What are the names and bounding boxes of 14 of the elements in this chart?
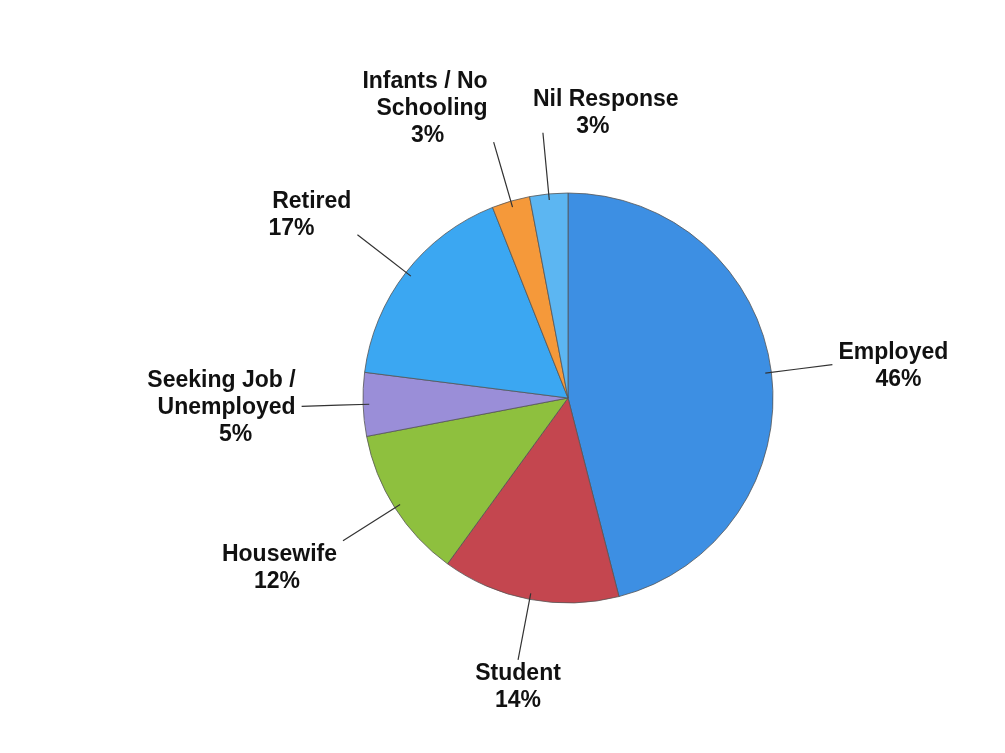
slice-label: Housewife bbox=[221, 539, 337, 566]
slice-label: Student bbox=[475, 658, 562, 685]
slice-label: Infants / No Schooling bbox=[362, 67, 488, 121]
slice-label: Employed bbox=[838, 338, 949, 365]
slice-label: Retired bbox=[272, 186, 352, 213]
data-label: 3% bbox=[576, 111, 610, 138]
data-label: 5% bbox=[219, 420, 253, 447]
slice-label: Seeking Job / Unemployed bbox=[147, 366, 297, 420]
data-label: 14% bbox=[495, 685, 542, 712]
data-label: 12% bbox=[253, 566, 301, 593]
slice-label: Nil Response bbox=[532, 84, 679, 111]
data-label: 46% bbox=[875, 365, 922, 392]
data-label: 17% bbox=[268, 213, 315, 240]
data-label: 3% bbox=[411, 121, 445, 148]
